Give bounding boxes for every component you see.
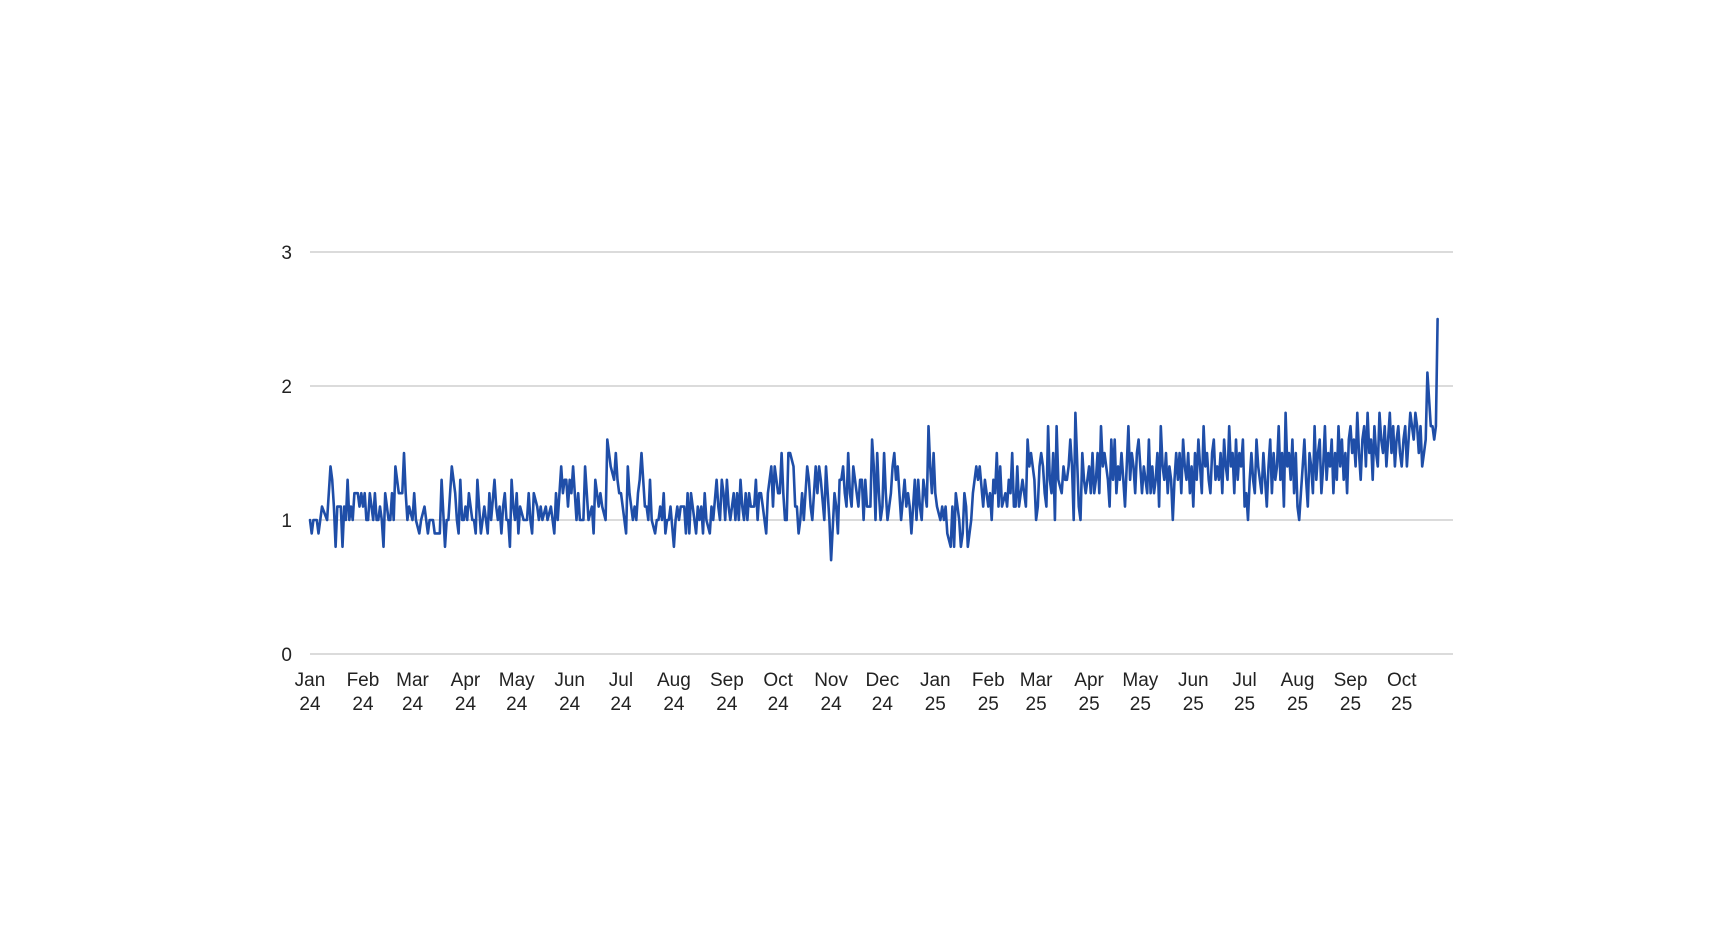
x-tick-year: 25 (1234, 694, 1255, 715)
x-tick-month: Jan (920, 670, 951, 691)
x-tick-month: Aug (1281, 670, 1315, 691)
x-tick-label: Jan 25 (920, 670, 951, 715)
x-tick-label: Sep 25 (1334, 670, 1368, 715)
y-tick-label: 1 (281, 511, 292, 532)
x-tick-month: Aug (657, 670, 691, 691)
x-tick-year: 24 (768, 694, 790, 715)
x-tick-year: 24 (402, 694, 424, 715)
x-tick-month: Jul (609, 670, 633, 691)
x-tick-label: Dec 24 (865, 670, 899, 715)
x-tick-label: Aug 24 (657, 670, 691, 715)
x-tick-year: 25 (978, 694, 999, 715)
x-tick-month: Mar (1020, 670, 1053, 691)
x-tick-month: Sep (710, 670, 744, 691)
x-tick-label: Oct 24 (763, 670, 793, 715)
x-tick-label: Feb 24 (347, 670, 380, 715)
x-tick-year: 24 (299, 694, 321, 715)
x-tick-year: 24 (610, 694, 632, 715)
x-tick-label: Mar 24 (396, 670, 429, 715)
x-tick-year: 24 (716, 694, 738, 715)
x-tick-month: Dec (865, 670, 899, 691)
x-tick-label: Jul 25 (1232, 670, 1256, 715)
x-tick-label: Apr 25 (1074, 670, 1104, 715)
x-tick-month: Feb (972, 670, 1005, 691)
x-tick-label: Mar 25 (1020, 670, 1053, 715)
x-tick-year: 25 (1340, 694, 1361, 715)
x-tick-month: Jan (295, 670, 326, 691)
x-tick-month: Apr (451, 670, 481, 691)
x-tick-label: Feb 25 (972, 670, 1005, 715)
x-tick-month: Jul (1232, 670, 1256, 691)
x-tick-year: 24 (455, 694, 477, 715)
x-tick-year: 24 (559, 694, 581, 715)
x-tick-month: Nov (814, 670, 848, 691)
x-tick-month: Mar (396, 670, 429, 691)
x-tick-label: Jul 24 (609, 670, 633, 715)
x-tick-label: May 25 (1122, 670, 1158, 715)
series-line-0 (308, 317, 1439, 562)
x-tick-year: 24 (506, 694, 528, 715)
x-tick-label: Jun 25 (1178, 670, 1209, 715)
x-tick-label: Aug 25 (1281, 670, 1315, 715)
x-tick-year: 25 (1391, 694, 1412, 715)
x-tick-month: Oct (763, 670, 793, 691)
x-tick-label: Sep 24 (710, 670, 744, 715)
x-tick-year: 25 (1079, 694, 1100, 715)
x-tick-label: Nov 24 (814, 670, 848, 715)
x-tick-year: 24 (872, 694, 894, 715)
x-tick-label: Jun 24 (554, 670, 585, 715)
x-tick-month: Oct (1387, 670, 1417, 691)
x-tick-year: 25 (925, 694, 946, 715)
x-axis-ticks: Jan 24 Feb 24 Mar 24 Apr 24 May 24 Jun 24 Jul 24 Aug 24… (295, 670, 1418, 715)
x-tick-label: May 24 (499, 670, 535, 715)
x-tick-month: Feb (347, 670, 380, 691)
y-tick-label: 3 (281, 243, 292, 264)
x-tick-label: Apr 24 (451, 670, 481, 715)
x-tick-month: May (499, 670, 535, 691)
x-tick-month: Jun (554, 670, 585, 691)
series-layer (308, 317, 1439, 562)
x-tick-year: 25 (1130, 694, 1151, 715)
x-tick-year: 24 (352, 694, 374, 715)
y-axis-ticks: 0 1 2 3 (281, 243, 292, 666)
x-tick-label: Oct 25 (1387, 670, 1417, 715)
x-tick-year: 24 (663, 694, 685, 715)
x-tick-year: 25 (1026, 694, 1047, 715)
x-tick-year: 24 (821, 694, 843, 715)
y-tick-label: 2 (281, 377, 292, 398)
y-tick-label: 0 (281, 645, 292, 666)
x-tick-label: Jan 24 (295, 670, 326, 715)
x-tick-month: Jun (1178, 670, 1209, 691)
x-tick-year: 25 (1287, 694, 1308, 715)
x-tick-year: 25 (1183, 694, 1204, 715)
x-tick-month: Sep (1334, 670, 1368, 691)
x-tick-month: May (1122, 670, 1158, 691)
x-tick-month: Apr (1074, 670, 1104, 691)
